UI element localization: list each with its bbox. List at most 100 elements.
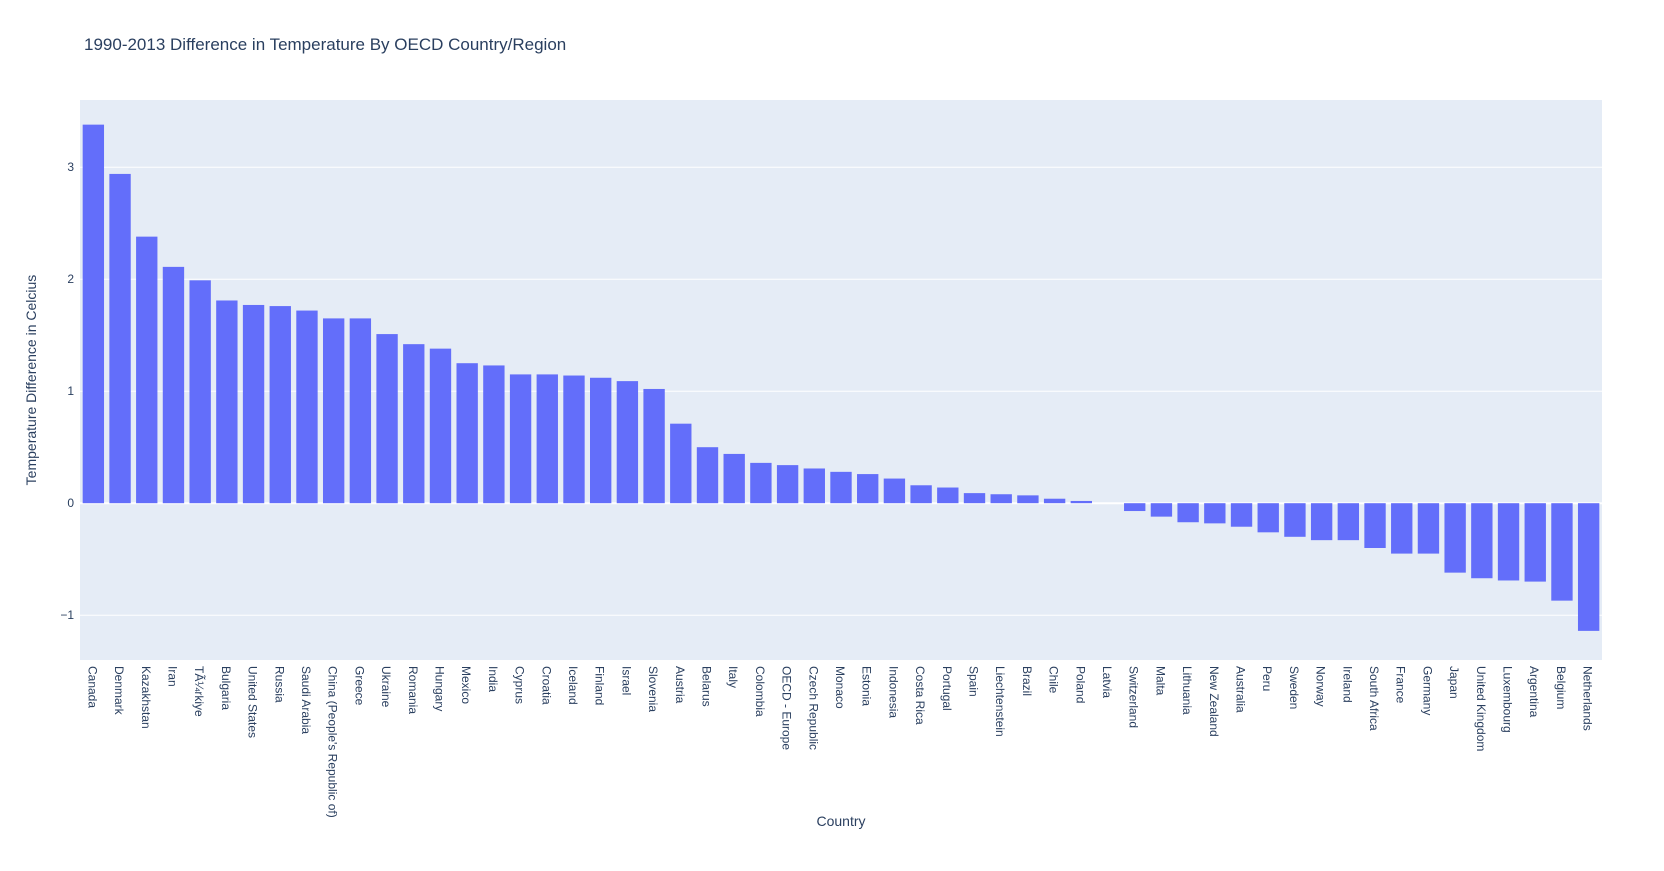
bar[interactable] — [242, 304, 265, 504]
bar[interactable] — [857, 474, 879, 504]
bar[interactable] — [82, 124, 105, 504]
bar[interactable] — [883, 478, 906, 504]
bar[interactable] — [990, 494, 1012, 504]
x-tick-label: Switzerland — [1127, 666, 1141, 728]
x-tick-label: Romania — [406, 666, 420, 714]
bar[interactable] — [296, 310, 318, 504]
bar[interactable] — [429, 348, 452, 504]
x-axis-ticks: Canada Denmark Kazakhstan Iran TÃ¼rkiye Bulga… — [85, 666, 1594, 818]
bar[interactable] — [1337, 503, 1360, 541]
bar[interactable] — [963, 493, 986, 504]
bar[interactable] — [1310, 503, 1333, 541]
x-tick-label: Latvia — [1100, 666, 1114, 698]
bar[interactable] — [216, 300, 238, 504]
x-tick-label: Sweden — [1287, 666, 1301, 709]
x-tick-label: Germany — [1420, 666, 1434, 715]
y-tick-label: −1 — [60, 608, 74, 622]
bar[interactable] — [803, 468, 825, 504]
x-axis-title: Country — [816, 813, 865, 829]
bar[interactable] — [1524, 503, 1546, 582]
x-tick-label: Poland — [1073, 666, 1087, 703]
x-tick-label: Israel — [619, 666, 633, 695]
bar[interactable] — [403, 344, 425, 504]
x-tick-label: France — [1394, 666, 1408, 704]
x-tick-label: Estonia — [860, 666, 874, 706]
bar[interactable] — [1497, 503, 1520, 581]
x-tick-label: Chile — [1047, 666, 1061, 694]
bar[interactable] — [1043, 498, 1066, 504]
x-tick-label: Colombia — [753, 666, 767, 717]
y-axis-ticks: −1 0 1 2 3 — [60, 160, 74, 622]
bar[interactable] — [322, 318, 345, 504]
bar[interactable] — [937, 487, 959, 504]
bar[interactable] — [509, 374, 532, 504]
bar[interactable] — [109, 173, 131, 504]
bar[interactable] — [189, 280, 211, 504]
bar[interactable] — [1070, 500, 1092, 504]
bar[interactable] — [1364, 503, 1386, 548]
bar[interactable] — [670, 423, 692, 504]
x-tick-label: Belgium — [1554, 666, 1568, 709]
x-tick-label: TÃ¼rkiye — [192, 666, 206, 717]
x-tick-label: Malta — [1153, 666, 1167, 696]
bar[interactable] — [483, 365, 505, 504]
bar[interactable] — [643, 388, 665, 504]
bar[interactable] — [136, 236, 158, 504]
x-tick-label: Cyprus — [513, 666, 527, 704]
x-tick-label: Czech Republic — [806, 666, 820, 750]
x-tick-label: United States — [246, 666, 260, 738]
bar[interactable] — [536, 374, 558, 504]
bar[interactable] — [162, 266, 185, 504]
y-axis-title: Temperature Difference in Celcius — [23, 275, 39, 486]
x-tick-label: Iran — [165, 666, 179, 687]
bar[interactable] — [1257, 503, 1279, 533]
x-tick-label: Luxembourg — [1501, 666, 1515, 733]
x-tick-label: Norway — [1314, 666, 1328, 707]
x-tick-label: OECD - Europe — [780, 666, 794, 750]
bar[interactable] — [910, 485, 932, 504]
bar[interactable] — [1444, 503, 1466, 573]
bar[interactable] — [723, 453, 745, 504]
bar[interactable] — [1471, 503, 1493, 579]
x-tick-label: United Kingdom — [1474, 666, 1488, 751]
bar[interactable] — [269, 306, 291, 504]
bar[interactable] — [1391, 503, 1413, 554]
bar[interactable] — [590, 377, 612, 504]
bar[interactable] — [563, 375, 585, 504]
bar[interactable] — [1017, 495, 1039, 504]
bar[interactable] — [1284, 503, 1306, 537]
bar[interactable] — [830, 471, 852, 504]
y-tick-label: 1 — [67, 384, 74, 398]
bars — [82, 124, 1600, 631]
bar[interactable] — [1230, 503, 1253, 527]
bar[interactable] — [456, 363, 478, 504]
x-tick-label: Lithuania — [1180, 666, 1194, 715]
bar[interactable] — [1417, 503, 1440, 554]
bar[interactable] — [776, 465, 799, 504]
x-tick-label: Kazakhstan — [139, 666, 153, 729]
bar[interactable] — [616, 381, 639, 504]
bar[interactable] — [1150, 503, 1173, 517]
x-tick-label: Belarus — [699, 666, 713, 707]
bar[interactable] — [376, 334, 398, 504]
x-tick-label: Austria — [673, 666, 687, 704]
chart-title: 1990-2013 Difference in Temperature By O… — [84, 35, 566, 54]
bar[interactable] — [1204, 503, 1226, 524]
x-tick-label: Monaco — [833, 666, 847, 709]
x-tick-label: Brazil — [1020, 666, 1034, 696]
bar[interactable] — [1177, 503, 1199, 523]
x-tick-label: Italy — [726, 666, 740, 688]
x-tick-label: Iceland — [566, 666, 580, 705]
x-tick-label: Bulgaria — [219, 666, 233, 710]
x-tick-label: India — [486, 666, 500, 692]
x-tick-label: Argentina — [1527, 666, 1541, 718]
bar[interactable] — [750, 462, 772, 504]
bar[interactable] — [1124, 503, 1146, 512]
bar[interactable] — [1577, 503, 1600, 631]
bar[interactable] — [696, 447, 719, 504]
bar[interactable] — [349, 318, 372, 504]
x-tick-label: Australia — [1234, 666, 1248, 713]
bar[interactable] — [1551, 503, 1573, 601]
